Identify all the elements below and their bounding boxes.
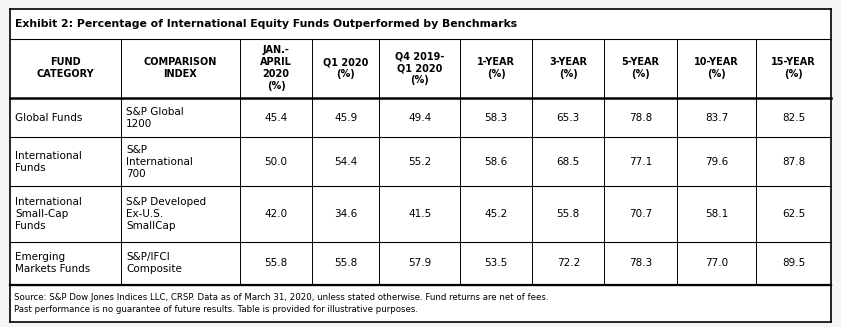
Text: 49.4: 49.4 bbox=[408, 112, 431, 123]
Text: Emerging
Markets Funds: Emerging Markets Funds bbox=[15, 252, 90, 274]
Text: FUND
CATEGORY: FUND CATEGORY bbox=[37, 58, 94, 79]
Text: 70.7: 70.7 bbox=[629, 209, 652, 219]
Text: 87.8: 87.8 bbox=[782, 157, 805, 166]
Text: International
Funds: International Funds bbox=[15, 151, 82, 173]
Text: 45.2: 45.2 bbox=[484, 209, 508, 219]
Text: 53.5: 53.5 bbox=[484, 258, 508, 268]
Text: Source: S&P Dow Jones Indices LLC, CRSP. Data as of March 31, 2020, unless state: Source: S&P Dow Jones Indices LLC, CRSP.… bbox=[14, 293, 549, 314]
Text: 79.6: 79.6 bbox=[705, 157, 728, 166]
Text: 55.8: 55.8 bbox=[334, 258, 357, 268]
Text: 58.6: 58.6 bbox=[484, 157, 508, 166]
Text: 78.8: 78.8 bbox=[629, 112, 652, 123]
Text: 82.5: 82.5 bbox=[782, 112, 805, 123]
Text: 77.1: 77.1 bbox=[629, 157, 652, 166]
Text: S&P Global
1200: S&P Global 1200 bbox=[126, 107, 183, 129]
Text: 65.3: 65.3 bbox=[557, 112, 580, 123]
Text: 41.5: 41.5 bbox=[408, 209, 431, 219]
Text: 58.3: 58.3 bbox=[484, 112, 508, 123]
Text: 68.5: 68.5 bbox=[557, 157, 580, 166]
Text: S&P Developed
Ex-U.S.
SmallCap: S&P Developed Ex-U.S. SmallCap bbox=[126, 197, 206, 231]
Text: 55.2: 55.2 bbox=[408, 157, 431, 166]
Text: 15-YEAR
(%): 15-YEAR (%) bbox=[771, 58, 816, 79]
Text: 62.5: 62.5 bbox=[782, 209, 805, 219]
Text: Exhibit 2: Percentage of International Equity Funds Outperformed by Benchmarks: Exhibit 2: Percentage of International E… bbox=[15, 19, 517, 29]
Text: 50.0: 50.0 bbox=[265, 157, 288, 166]
Text: 45.4: 45.4 bbox=[264, 112, 288, 123]
Text: JAN.-
APRIL
2020
(%): JAN.- APRIL 2020 (%) bbox=[260, 45, 292, 92]
Text: 55.8: 55.8 bbox=[557, 209, 580, 219]
Text: 34.6: 34.6 bbox=[334, 209, 357, 219]
Text: Q1 2020
(%): Q1 2020 (%) bbox=[323, 58, 368, 79]
Text: 57.9: 57.9 bbox=[408, 258, 431, 268]
Text: COMPARISON
INDEX: COMPARISON INDEX bbox=[144, 58, 217, 79]
Text: 54.4: 54.4 bbox=[334, 157, 357, 166]
Text: S&P/IFCI
Composite: S&P/IFCI Composite bbox=[126, 252, 182, 274]
Text: 55.8: 55.8 bbox=[264, 258, 288, 268]
Text: 58.1: 58.1 bbox=[705, 209, 728, 219]
Text: S&P
International
700: S&P International 700 bbox=[126, 145, 193, 179]
Text: 42.0: 42.0 bbox=[264, 209, 288, 219]
Text: 83.7: 83.7 bbox=[705, 112, 728, 123]
Text: 10-YEAR
(%): 10-YEAR (%) bbox=[694, 58, 738, 79]
Text: 45.9: 45.9 bbox=[334, 112, 357, 123]
Text: 1-YEAR
(%): 1-YEAR (%) bbox=[477, 58, 515, 79]
Text: 89.5: 89.5 bbox=[782, 258, 805, 268]
Text: Global Funds: Global Funds bbox=[15, 112, 82, 123]
Text: 5-YEAR
(%): 5-YEAR (%) bbox=[621, 58, 659, 79]
Text: Q4 2019-
Q1 2020
(%): Q4 2019- Q1 2020 (%) bbox=[395, 51, 444, 85]
Text: 77.0: 77.0 bbox=[705, 258, 728, 268]
Text: International
Small-Cap
Funds: International Small-Cap Funds bbox=[15, 197, 82, 231]
Text: 72.2: 72.2 bbox=[557, 258, 580, 268]
Text: 78.3: 78.3 bbox=[629, 258, 652, 268]
Text: 3-YEAR
(%): 3-YEAR (%) bbox=[549, 58, 587, 79]
